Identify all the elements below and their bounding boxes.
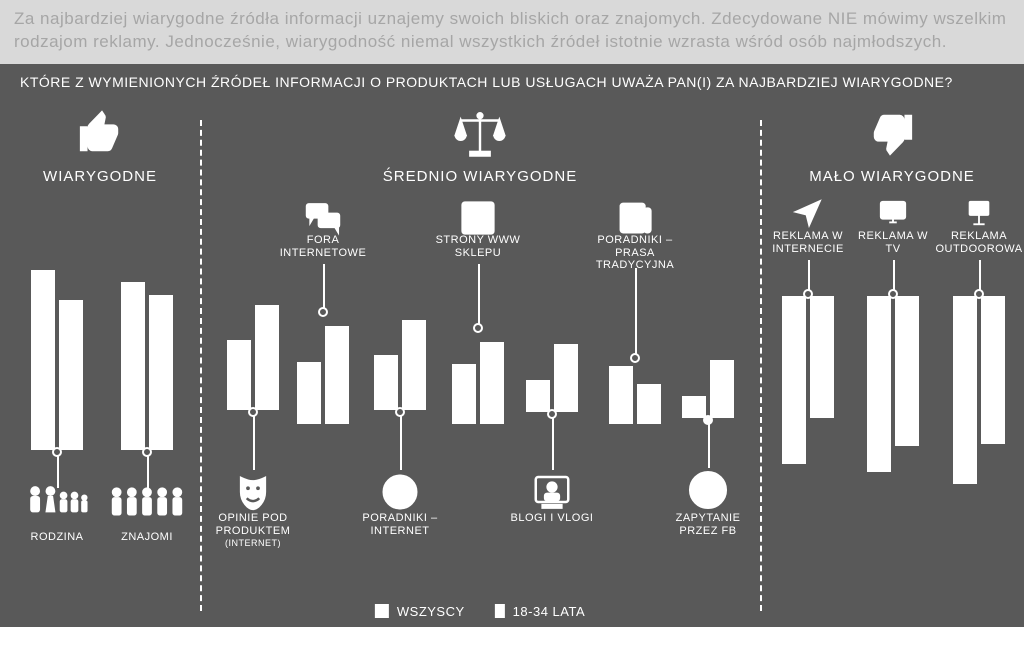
bar-all [782,296,806,464]
family-icon [12,478,102,526]
bar-young [402,320,426,410]
item-label: ZAPYTANIE PRZEZ FB [660,512,756,537]
bar-all [227,340,251,410]
scales-icon [200,110,760,164]
bar-all [526,380,550,412]
intro-paragraph: Za najbardziej wiarygodne źródła informa… [0,0,1024,64]
bar-all [953,296,977,484]
bar-young [149,295,173,450]
thumbs-down-icon [760,110,1024,164]
legend: WSZYSCY 18-34 LATA [375,604,585,619]
item-label: RODZINA [12,531,102,544]
billboard-icon [936,196,1022,230]
item-rodzina: RODZINA [12,200,102,570]
webcam-icon [504,468,600,516]
bar-young [981,296,1005,444]
bar-all [609,366,633,424]
item-fb: ZAPYTANIE PRZEZ FB [662,358,754,560]
column-trusted: WIARYGODNE [0,110,200,627]
item-label: OPINIE POD PRODUKTEM [202,512,304,537]
bar-all [867,296,891,472]
item-label: STRONY WWW SKLEPU [428,234,528,259]
bar-all [31,270,55,450]
item-ad-outdoor: REKLAMA OUTDOOROWA [936,196,1022,596]
bar-young [325,326,349,424]
monitor-icon [852,196,934,230]
item-label: PORADNIKI – PRASA TRADYCYJNA [576,234,694,272]
column-title: WIARYGODNE [0,168,200,185]
bar-all [297,362,321,424]
item-label: REKLAMA W TV [852,230,934,255]
cursor-icon [766,196,850,230]
bar-all [682,396,706,418]
item-ad-internet: REKLAMA W INTERNECIE [766,196,850,596]
infographic-panel: KTÓRE Z WYMIENIONYCH ŹRÓDEŁ INFORMACJI O… [0,64,1024,627]
circle-icon [662,466,754,514]
column-title: MAŁO WIARYGODNE [760,168,1024,185]
bar-young [710,360,734,418]
column-low: MAŁO WIARYGODNE REKLAMA W INTERNECIE [760,110,1024,627]
bar-young [637,384,661,424]
item-label: BLOGI I VLOGI [504,512,600,525]
bar-young [59,300,83,450]
legend-all: WSZYSCY [397,604,465,619]
friends-icon [102,478,192,526]
bar-young [554,344,578,412]
item-label: REKLAMA OUTDOOROWA [934,230,1024,255]
bar-all [374,355,398,410]
legend-young: 18-34 LATA [513,604,585,619]
globe-icon [350,468,450,516]
column-medium: ŚREDNIO WIARYGODNE [200,110,760,627]
item-label: FORA INTERNETOWE [276,234,370,259]
bar-young [810,296,834,418]
survey-question: KTÓRE Z WYMIENIONYCH ŹRÓDEŁ INFORMACJI O… [0,64,1024,96]
column-title: ŚREDNIO WIARYGODNE [200,168,760,185]
bar-young [895,296,919,446]
item-ad-tv: REKLAMA W TV [852,196,934,596]
item-znajomi: ZNAJOMI [102,200,192,570]
item-label: PORADNIKI – INTERNET [346,512,454,537]
thumbs-up-icon [0,110,200,164]
bar-all [121,282,145,450]
bar-young [480,342,504,424]
item-label: ZNAJOMI [102,531,192,544]
mask-icon [208,468,298,516]
bar-all [452,364,476,424]
item-label: REKLAMA W INTERNECIE [764,230,852,255]
item-sublabel: (INTERNET) [208,538,298,548]
